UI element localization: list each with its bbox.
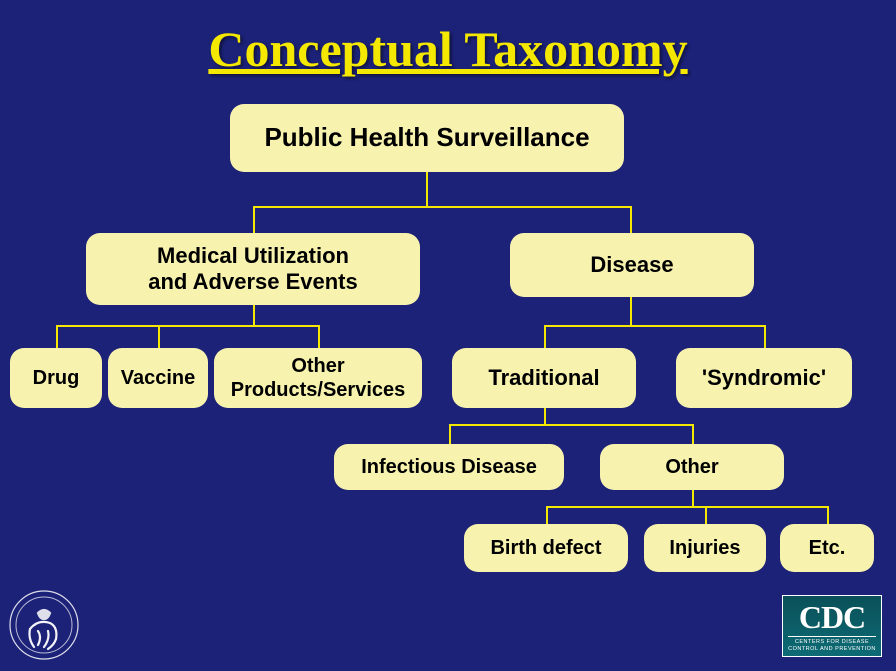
cdc-logo: CDC CENTERS FOR DISEASECONTROL AND PREVE… — [782, 595, 882, 657]
connector-line — [253, 206, 255, 233]
connector-line — [56, 325, 58, 348]
node-trad: Traditional — [452, 348, 636, 408]
node-med: Medical Utilizationand Adverse Events — [86, 233, 420, 305]
cdc-logo-text: CDC — [799, 599, 865, 636]
slide-title: Conceptual Taxonomy — [0, 0, 896, 78]
connector-line — [692, 424, 694, 444]
connector-line — [630, 206, 632, 233]
connector-line — [827, 506, 829, 524]
node-inj: Injuries — [644, 524, 766, 572]
node-root: Public Health Surveillance — [230, 104, 624, 172]
connector-line — [318, 325, 320, 348]
node-oth2: Other — [600, 444, 784, 490]
connector-line — [426, 172, 428, 206]
connector-line — [56, 325, 318, 327]
node-etc: Etc. — [780, 524, 874, 572]
connector-line — [544, 325, 546, 348]
connector-line — [764, 325, 766, 348]
connector-line — [253, 305, 255, 325]
connector-line — [546, 506, 548, 524]
connector-line — [544, 408, 546, 424]
connector-line — [449, 424, 451, 444]
connector-line — [253, 206, 632, 208]
connector-line — [705, 506, 707, 524]
node-oth: OtherProducts/Services — [214, 348, 422, 408]
cdc-logo-subtitle: CENTERS FOR DISEASECONTROL AND PREVENTIO… — [788, 636, 876, 653]
node-drug: Drug — [10, 348, 102, 408]
node-syn: 'Syndromic' — [676, 348, 852, 408]
connector-line — [630, 297, 632, 325]
node-vac: Vaccine — [108, 348, 208, 408]
connector-line — [692, 490, 694, 506]
connector-line — [158, 325, 160, 348]
node-inf: Infectious Disease — [334, 444, 564, 490]
node-dis: Disease — [510, 233, 754, 297]
node-bd: Birth defect — [464, 524, 628, 572]
hhs-logo — [8, 589, 80, 661]
connector-line — [546, 506, 827, 508]
connector-line — [544, 325, 764, 327]
connector-line — [449, 424, 692, 426]
